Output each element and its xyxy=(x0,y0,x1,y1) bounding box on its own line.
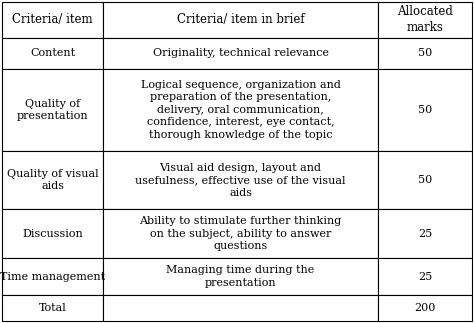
Bar xyxy=(103,38,378,68)
Text: Quality of
presentation: Quality of presentation xyxy=(17,99,88,121)
Bar xyxy=(2,151,103,209)
Text: 25: 25 xyxy=(418,229,432,239)
Text: Criteria/ item in brief: Criteria/ item in brief xyxy=(177,14,304,26)
Text: 50: 50 xyxy=(418,48,432,58)
Bar xyxy=(103,68,378,151)
Text: Total: Total xyxy=(39,303,66,313)
Text: Content: Content xyxy=(30,48,75,58)
Bar xyxy=(378,68,472,151)
Text: 200: 200 xyxy=(414,303,436,313)
Text: Allocated
marks: Allocated marks xyxy=(397,5,453,35)
Bar xyxy=(378,2,472,38)
Bar xyxy=(2,38,103,68)
Bar xyxy=(2,209,103,258)
Text: 50: 50 xyxy=(418,175,432,185)
Text: Time management: Time management xyxy=(0,272,105,282)
Bar xyxy=(103,2,378,38)
Text: Discussion: Discussion xyxy=(22,229,83,239)
Bar xyxy=(103,296,378,321)
Text: 25: 25 xyxy=(418,272,432,282)
Text: Ability to stimulate further thinking
on the subject, ability to answer
question: Ability to stimulate further thinking on… xyxy=(139,216,342,251)
Text: Logical sequence, organization and
preparation of the presentation,
delivery, or: Logical sequence, organization and prepa… xyxy=(141,80,340,140)
Bar xyxy=(2,2,103,38)
Text: 50: 50 xyxy=(418,105,432,115)
Bar xyxy=(2,68,103,151)
Bar xyxy=(378,151,472,209)
Text: Originality, technical relevance: Originality, technical relevance xyxy=(153,48,328,58)
Text: Managing time during the
presentation: Managing time during the presentation xyxy=(166,266,315,288)
Bar xyxy=(378,258,472,296)
Text: Visual aid design, layout and
usefulness, effective use of the visual
aids: Visual aid design, layout and usefulness… xyxy=(135,163,346,198)
Text: Criteria/ item: Criteria/ item xyxy=(12,14,93,26)
Bar xyxy=(378,38,472,68)
Text: Quality of visual
aids: Quality of visual aids xyxy=(7,169,98,192)
Bar xyxy=(2,258,103,296)
Bar xyxy=(103,209,378,258)
Bar xyxy=(103,151,378,209)
Bar xyxy=(103,258,378,296)
Bar xyxy=(2,296,103,321)
Bar xyxy=(378,296,472,321)
Bar xyxy=(378,209,472,258)
